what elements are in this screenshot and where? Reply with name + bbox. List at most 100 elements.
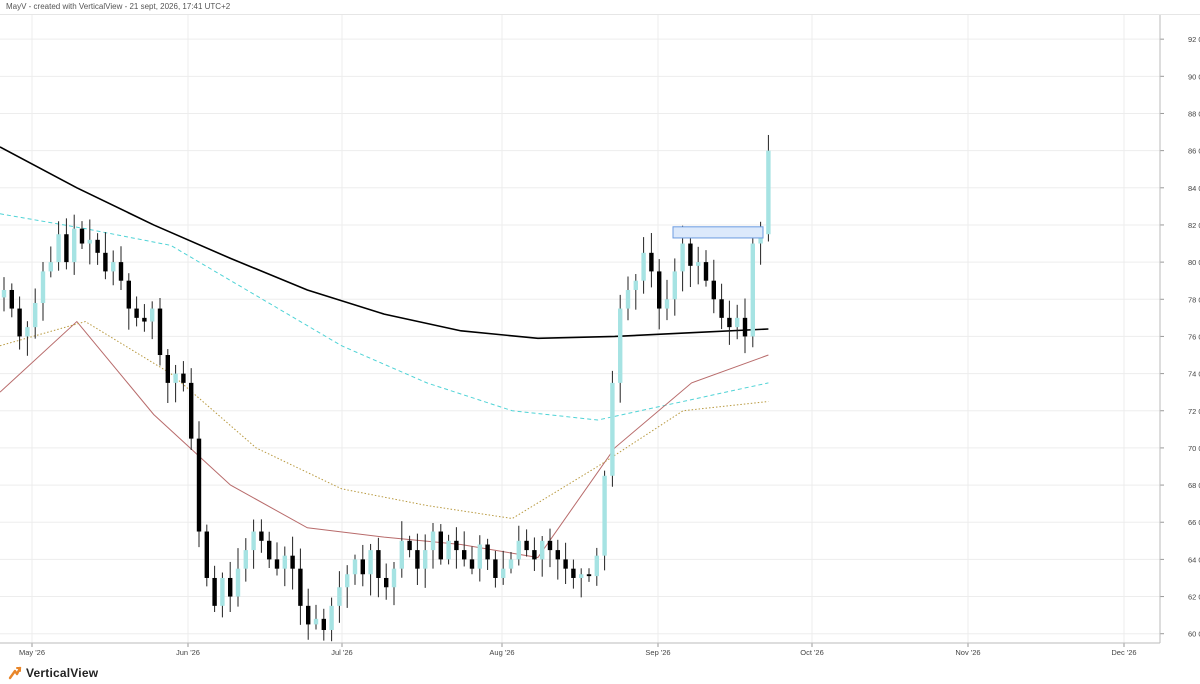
candle-body — [142, 317, 147, 322]
grid — [0, 15, 1160, 643]
x-tick-label: Sep '26 — [645, 648, 670, 657]
candle-body — [586, 574, 592, 577]
candle-body — [649, 252, 654, 272]
candle-body — [563, 559, 568, 569]
candle-body — [750, 243, 755, 337]
candle-body — [345, 574, 350, 588]
x-tick-label: Nov '26 — [955, 648, 980, 657]
chart-header: MayV - created with VerticalView - 21 se… — [0, 0, 1200, 15]
candle-body — [48, 262, 53, 272]
brand-footer: VerticalView — [8, 664, 98, 682]
candle-body — [438, 531, 443, 560]
zone-rect[interactable] — [672, 226, 764, 239]
candle-body — [134, 308, 139, 318]
candle-body — [243, 550, 248, 569]
candle-body — [469, 559, 475, 569]
candle-body — [56, 234, 61, 263]
candle-body — [352, 559, 358, 575]
candle-body — [540, 540, 545, 560]
candle-body — [680, 243, 685, 272]
candle-body — [111, 262, 116, 272]
candle-body — [72, 228, 77, 263]
candle-body — [547, 540, 553, 551]
x-tick-label: Dec '26 — [1111, 648, 1136, 657]
candle-body — [711, 280, 716, 300]
candle-body — [719, 299, 724, 318]
candle-body — [633, 280, 638, 290]
candle-body — [337, 587, 342, 606]
y-tick-label: 60 000,0 — [1188, 630, 1200, 639]
candle-body — [204, 531, 209, 578]
candle-body — [251, 531, 256, 551]
candle-body — [524, 540, 529, 551]
candle-body — [423, 550, 428, 569]
candle-body — [610, 382, 615, 476]
y-tick-label: 90 000,0 — [1188, 72, 1200, 81]
candle-body — [477, 544, 482, 569]
candle-body — [688, 243, 693, 266]
candle-body — [25, 327, 30, 337]
chart-caption: MayV - created with VerticalView - 21 se… — [6, 2, 231, 11]
candle-body — [766, 150, 771, 235]
verticalview-logo-icon — [8, 666, 22, 680]
candle-body — [415, 550, 420, 569]
candle-body — [454, 540, 459, 551]
candle-body — [79, 228, 85, 244]
candle-body — [64, 234, 69, 263]
candle-body — [313, 618, 319, 625]
candle-body — [376, 550, 381, 578]
candle-body — [196, 438, 202, 532]
candle-body — [696, 262, 701, 266]
y-tick-label: 92 000,0 — [1188, 35, 1200, 44]
y-tick-label: 88 000,0 — [1188, 109, 1200, 118]
candle-body — [259, 531, 264, 541]
x-tick-label: Oct '26 — [800, 648, 824, 657]
candle-body — [118, 262, 124, 281]
candle-body — [290, 555, 295, 569]
indicator-ema_cyan — [0, 213, 769, 421]
x-tick-label: Aug '26 — [489, 648, 514, 657]
candle-body — [87, 239, 92, 244]
candle-body — [532, 550, 537, 560]
candles — [1, 134, 771, 642]
y-tick-label: 84 000,0 — [1188, 184, 1200, 193]
candle-body — [703, 262, 709, 281]
candle-body — [368, 550, 373, 575]
candle-body — [641, 252, 646, 281]
candle-body — [274, 559, 280, 569]
candle-body — [33, 302, 38, 328]
candle-body — [181, 373, 186, 383]
candle-body — [329, 605, 334, 630]
candle-body — [212, 577, 217, 606]
candle-body — [664, 299, 670, 309]
candle-body — [267, 540, 272, 560]
candle-body — [579, 574, 584, 578]
y-tick-label: 72 000,0 — [1188, 407, 1200, 416]
indicator-sma_red — [0, 320, 769, 559]
candle-body — [95, 239, 100, 253]
candle-body — [321, 618, 326, 630]
candle-body — [157, 308, 163, 356]
resistance-zone — [672, 226, 764, 239]
indicator-sma200 — [0, 146, 769, 340]
candle-body — [126, 280, 131, 309]
candle-body — [150, 308, 155, 322]
y-tick-label: 62 000,0 — [1188, 593, 1200, 602]
y-tick-label: 64 000,0 — [1188, 555, 1200, 564]
candle-body — [555, 550, 560, 560]
x-tick-label: Jul '26 — [331, 648, 352, 657]
candle-body — [602, 475, 607, 556]
x-tick-label: Jun '26 — [176, 648, 200, 657]
candle-body — [516, 540, 521, 560]
candle-body — [407, 540, 412, 551]
candle-body — [228, 577, 233, 597]
indicator-sma_dotted — [0, 321, 769, 520]
candle-body — [742, 317, 748, 337]
candle-body — [485, 544, 490, 560]
candle-body — [446, 540, 451, 560]
y-tick-label: 76 000,0 — [1188, 332, 1200, 341]
candle-body — [189, 382, 194, 439]
candle-body — [508, 559, 514, 569]
axes: 92 000,0 90 000,0 88 000,0 86 000,0 84 000,0… — [0, 15, 1200, 657]
